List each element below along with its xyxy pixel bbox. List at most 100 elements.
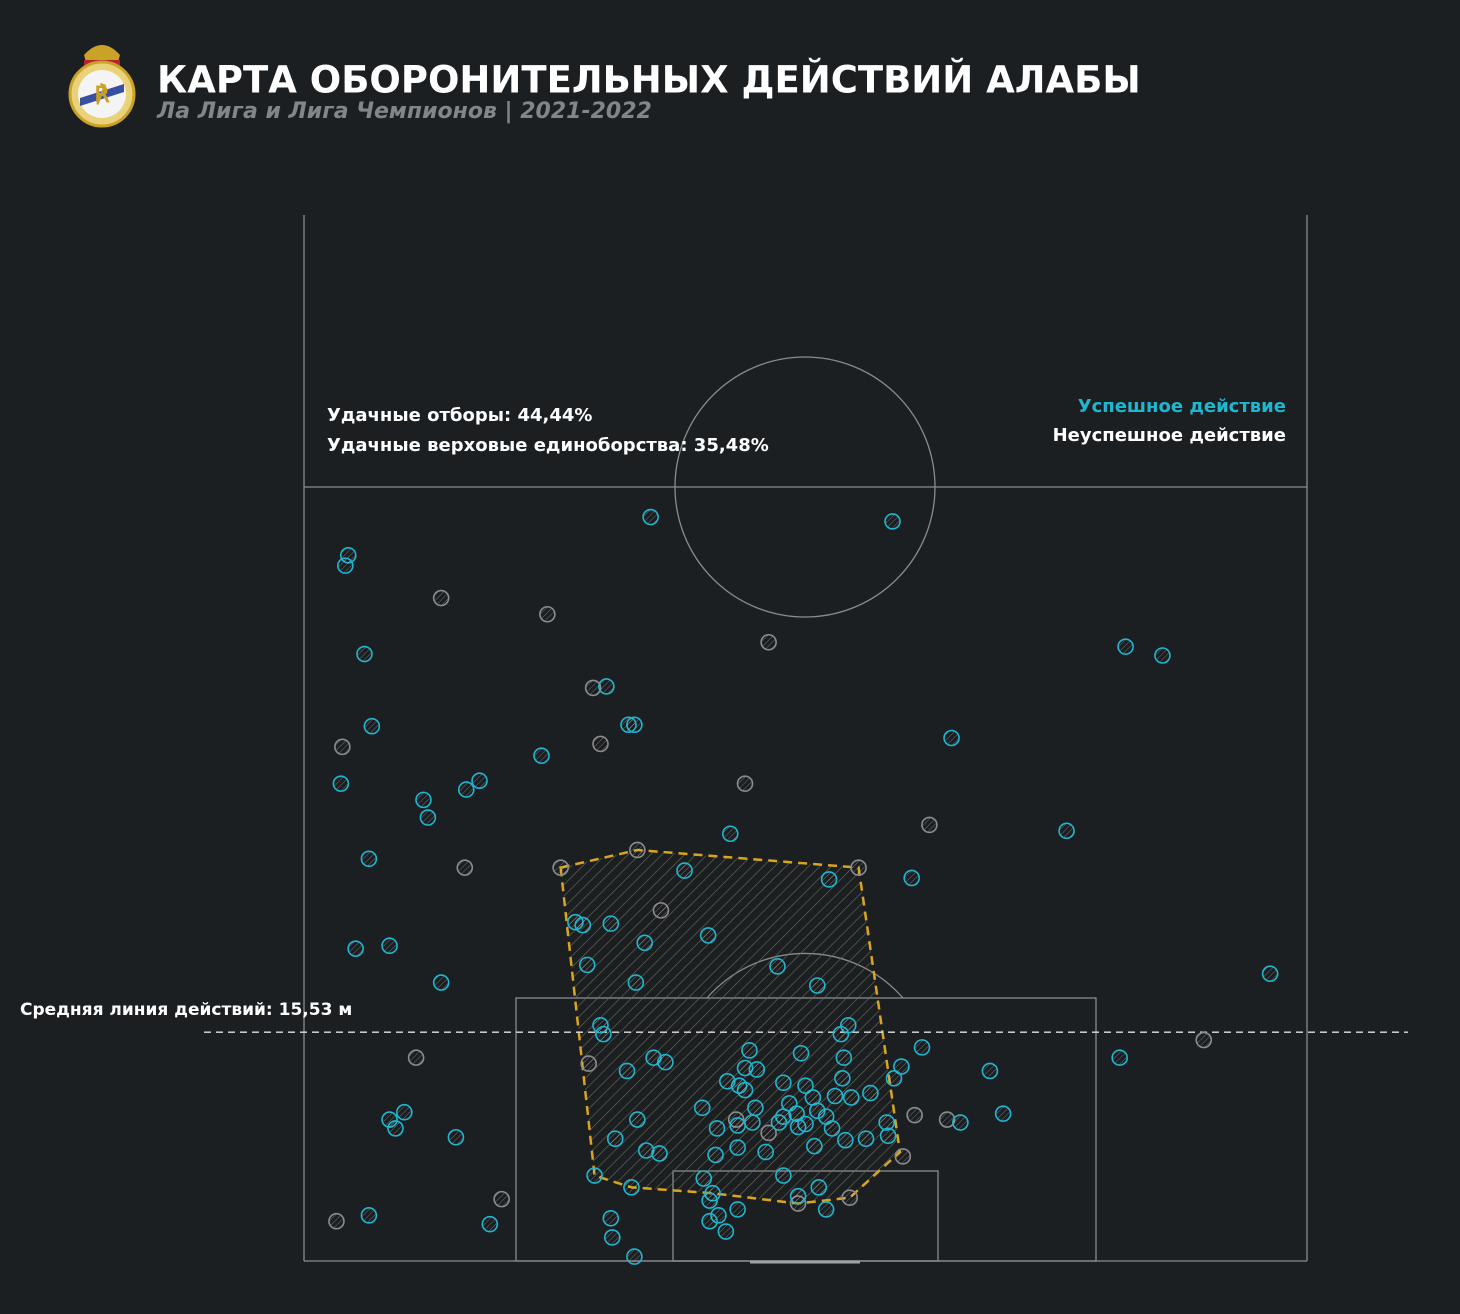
action-point (834, 1070, 851, 1087)
action-point (835, 1049, 853, 1066)
action-point (574, 916, 592, 934)
action-point (652, 902, 670, 919)
action-point (823, 1120, 841, 1137)
action-point (328, 1212, 345, 1230)
action-point (775, 1167, 792, 1184)
action-point (636, 934, 654, 952)
action-point (627, 974, 645, 991)
action-point (603, 1229, 621, 1246)
action-point (893, 1058, 910, 1075)
action-point (623, 1179, 640, 1196)
action-point (842, 1089, 860, 1106)
action-point (789, 1118, 807, 1136)
action-point (894, 1148, 912, 1165)
action-point (493, 1190, 510, 1208)
action-point (1195, 1031, 1213, 1049)
action-point (363, 717, 381, 735)
action-point (360, 850, 378, 868)
legend-entry: Неуспешное действие (1053, 425, 1286, 446)
action-point (676, 862, 693, 879)
action-point (334, 738, 351, 756)
action-point (592, 735, 609, 753)
action-point (626, 1248, 643, 1265)
action-point (336, 557, 354, 574)
action-point (760, 633, 777, 651)
action-point (699, 927, 717, 944)
action-point (432, 589, 450, 607)
action-point (637, 1142, 655, 1159)
pitch (303, 215, 1308, 1264)
action-point (717, 1223, 735, 1240)
action-point (415, 791, 432, 809)
action-point (729, 1117, 746, 1134)
action-point (770, 1114, 788, 1131)
action-point (820, 871, 838, 888)
action-point (757, 1143, 774, 1161)
action-point (360, 1207, 378, 1224)
action-point (381, 937, 398, 955)
action-point (580, 1055, 597, 1072)
action-point (741, 1042, 758, 1059)
action-point (332, 775, 350, 792)
action-point (447, 1128, 465, 1146)
average-line-label: Средняя линия действий: 15,53 м (20, 1000, 352, 1020)
action-point (629, 1111, 646, 1128)
action-point (598, 678, 615, 695)
action-point (994, 1105, 1012, 1122)
action-point (1154, 647, 1171, 664)
center-circle (674, 356, 936, 618)
action-point (695, 1170, 713, 1187)
action-point (701, 1192, 718, 1209)
chart-title: КАРТА ОБОРОНИТЕЛЬНЫХ ДЕЙСТВИЙ АЛАБЫ (157, 58, 1141, 102)
action-point (701, 1212, 718, 1230)
action-point (606, 1130, 624, 1148)
chart-subtitle: Ла Лига и Лига Чемпионов | 2021-2022 (156, 99, 652, 124)
action-point (708, 1120, 726, 1137)
action-point (841, 1189, 859, 1206)
action-point (736, 1081, 754, 1099)
action-point (736, 775, 754, 792)
action-point (913, 1039, 931, 1056)
action-point (432, 974, 450, 991)
action-point (347, 940, 364, 957)
action-point (471, 772, 488, 790)
action-point (602, 1209, 620, 1227)
action-point (602, 915, 620, 932)
action-point (642, 508, 659, 526)
action-point (721, 825, 739, 843)
action-point (620, 716, 637, 734)
action-point (769, 958, 786, 975)
action-point (826, 1087, 844, 1105)
action-point (789, 1187, 807, 1205)
action-point (817, 1201, 835, 1218)
action-point (533, 747, 550, 764)
action-point (906, 1106, 923, 1124)
action-point (419, 809, 437, 826)
action-point (837, 1131, 854, 1149)
action-point (808, 977, 826, 994)
action-point (775, 1074, 792, 1092)
action-point (1261, 965, 1279, 983)
action-point (884, 513, 901, 530)
action-point (552, 859, 569, 876)
action-point (921, 816, 938, 834)
action-point (850, 859, 867, 876)
action-point (586, 1167, 603, 1184)
action-point (356, 645, 373, 663)
action-point (797, 1077, 814, 1094)
action-point (618, 1062, 636, 1080)
action-point (879, 1127, 897, 1145)
action-point (1117, 638, 1134, 655)
action-point (952, 1114, 969, 1131)
action-point (832, 1025, 850, 1043)
action-point (1111, 1049, 1128, 1066)
action-point (456, 859, 474, 876)
action-point (903, 869, 921, 887)
legend-entry: Успешное действие (1078, 396, 1286, 417)
action-point (806, 1137, 823, 1155)
action-point (651, 1145, 668, 1162)
action-point (748, 1061, 766, 1078)
action-point (539, 605, 556, 623)
action-point (578, 956, 596, 974)
